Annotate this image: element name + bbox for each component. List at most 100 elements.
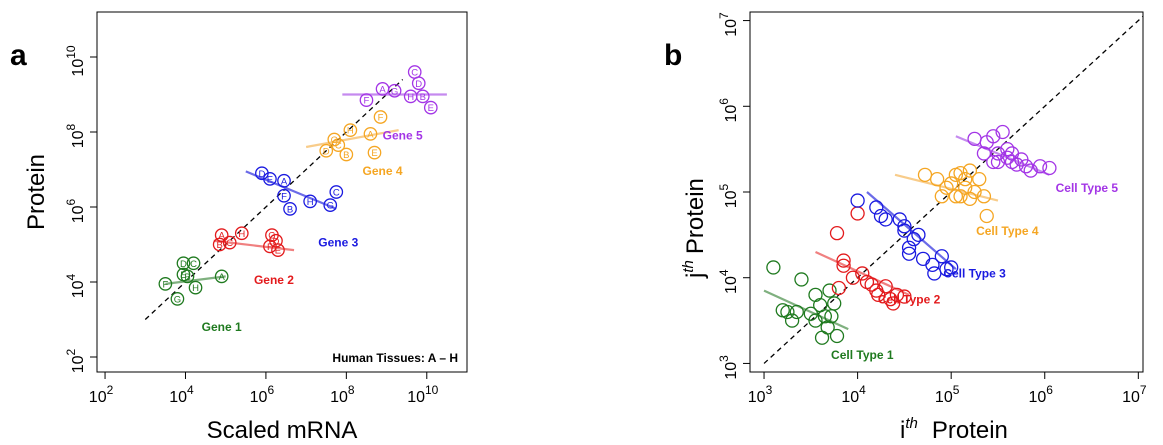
data-point-label: G (268, 231, 275, 242)
data-point-label: F (162, 279, 168, 290)
data-point (271, 243, 285, 257)
data-point (277, 188, 291, 203)
data-point-label: F (378, 113, 384, 124)
data-point (855, 266, 870, 281)
data-point (186, 256, 201, 271)
data-point (411, 76, 426, 91)
panel-a-plot-frame (96, 11, 468, 373)
data-point (869, 283, 884, 298)
data-point (831, 280, 847, 296)
data-point-label: D (258, 169, 265, 180)
data-point (878, 279, 893, 294)
y-tick-label: 104 (717, 269, 740, 294)
data-point (878, 212, 893, 227)
data-point-label: E (275, 246, 281, 257)
data-point-label: B (184, 272, 190, 283)
data-point-label: C (190, 259, 197, 270)
data-point (962, 163, 978, 178)
data-point (283, 202, 297, 216)
data-point-label: E (428, 103, 434, 114)
data-point-label: A (379, 84, 386, 95)
panel-a-y-axis-label: Protein (23, 154, 50, 230)
series-label: Gene 5 (383, 129, 423, 143)
data-point (814, 330, 830, 345)
series-label: Gene 4 (363, 164, 403, 178)
data-point-label: B (287, 204, 293, 215)
data-point-label: D (415, 79, 422, 90)
data-point (979, 208, 994, 224)
data-point (319, 143, 334, 158)
data-point (1032, 159, 1048, 174)
data-point (990, 154, 1006, 170)
data-point (850, 206, 865, 221)
x-tick-label: 106 (250, 383, 275, 406)
data-point (897, 289, 912, 304)
data-point-label: E (180, 270, 186, 281)
data-point (265, 228, 279, 242)
data-point-label: G (327, 201, 334, 212)
data-point (188, 280, 203, 295)
data-point (953, 189, 968, 204)
series-label: Cell Type 5 (1056, 181, 1119, 195)
data-point (976, 189, 992, 204)
data-point (1023, 163, 1038, 178)
data-point (775, 303, 790, 318)
panel-b-letter: b (664, 39, 682, 72)
data-point (1042, 160, 1057, 176)
data-point (158, 277, 173, 291)
data-point (976, 146, 992, 161)
data-point (303, 194, 318, 209)
data-point (766, 260, 781, 275)
series-4: A BCD E F GH Gene 4 (305, 110, 403, 178)
y-tick-label: 106 (717, 98, 740, 123)
data-point (1018, 159, 1034, 174)
data-point (850, 193, 865, 208)
data-point (906, 231, 921, 247)
x-tick-label: 104 (169, 383, 194, 406)
data-point (329, 185, 344, 199)
series-label: Gene 3 (318, 235, 358, 249)
x-tick-label: 102 (89, 383, 114, 406)
data-point (214, 228, 229, 242)
data-point (373, 110, 388, 124)
data-point (234, 226, 249, 241)
data-point (986, 154, 1001, 170)
data-point (836, 258, 851, 273)
y-tick-label: 107 (717, 12, 740, 37)
data-point-label: H (407, 92, 414, 103)
data-point-label: C (411, 68, 418, 79)
data-point (829, 225, 845, 241)
data-point (170, 292, 185, 306)
series-2: Cell Type 2 (815, 206, 941, 311)
data-point (817, 309, 833, 324)
panel-b-x-axis-label-sup: th (905, 415, 918, 432)
data-point (176, 267, 191, 282)
x-tick-label: 108 (330, 383, 355, 406)
series-fit-line (213, 239, 295, 252)
data-point (972, 171, 987, 187)
data-point (827, 296, 842, 311)
x-tick-label: 104 (841, 383, 866, 406)
panel-b-y-axis-label-rest: Protein (682, 178, 709, 254)
panel-b-y-axis-label-sup: th (680, 260, 697, 273)
data-point-label: H (307, 197, 314, 208)
y-tick-label: 102 (64, 348, 87, 373)
panel-b-ticks: 103 104 105 106 107 103 104 105 106 107 (717, 12, 1147, 406)
y-tick-label: 1010 (64, 45, 87, 76)
data-point (323, 198, 338, 212)
data-point (869, 200, 884, 215)
data-point (836, 253, 851, 268)
data-point (873, 208, 889, 224)
data-point (948, 189, 964, 204)
data-point (363, 127, 378, 141)
x-tick-label: 105 (935, 383, 960, 406)
panel-b: b 103 104 105 106 107 103 104 105 106 107 Cell Ty… (664, 11, 1147, 444)
data-point (277, 173, 291, 188)
y-tick-label: 104 (64, 273, 87, 298)
series-5: Cell Type 5 (955, 124, 1119, 195)
